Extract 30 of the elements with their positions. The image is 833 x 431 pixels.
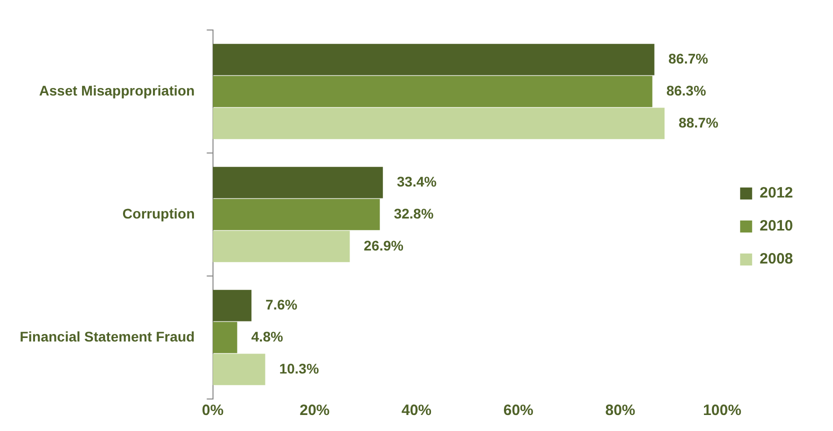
x-tick-label: 100% (702, 402, 742, 420)
x-tick-label: 20% (300, 402, 330, 420)
x-tick-label: 60% (503, 402, 534, 420)
bar (212, 198, 380, 230)
data-label: 10.3% (279, 360, 320, 376)
bar (212, 76, 652, 108)
bar (212, 108, 665, 140)
x-tick-label: 80% (605, 402, 636, 420)
data-label: 32.8% (394, 205, 434, 222)
data-label: 88.7% (678, 114, 719, 130)
bar (212, 354, 266, 386)
bar (212, 230, 350, 262)
bar (212, 166, 383, 198)
data-label: 33.4% (396, 173, 438, 190)
legend-label: 2010 (760, 218, 794, 235)
bar (212, 290, 252, 322)
legend-label: 2008 (760, 250, 794, 268)
x-tick-label: 0% (202, 402, 224, 420)
bar (212, 322, 238, 354)
data-label: 26.9% (364, 237, 404, 254)
bar (212, 44, 654, 76)
data-label: 7.6% (265, 296, 298, 312)
y-tick-label: Asset Misappropriation (39, 82, 195, 98)
x-tick-label: 40% (401, 402, 432, 420)
y-tick-label: Corruption (122, 205, 195, 222)
data-label: 4.8% (251, 328, 284, 344)
data-label: 86.7% (668, 50, 709, 66)
y-tick-label: Financial Statement Fraud (20, 328, 195, 344)
data-label: 86.3% (666, 82, 707, 98)
legend-label: 2012 (760, 184, 794, 202)
